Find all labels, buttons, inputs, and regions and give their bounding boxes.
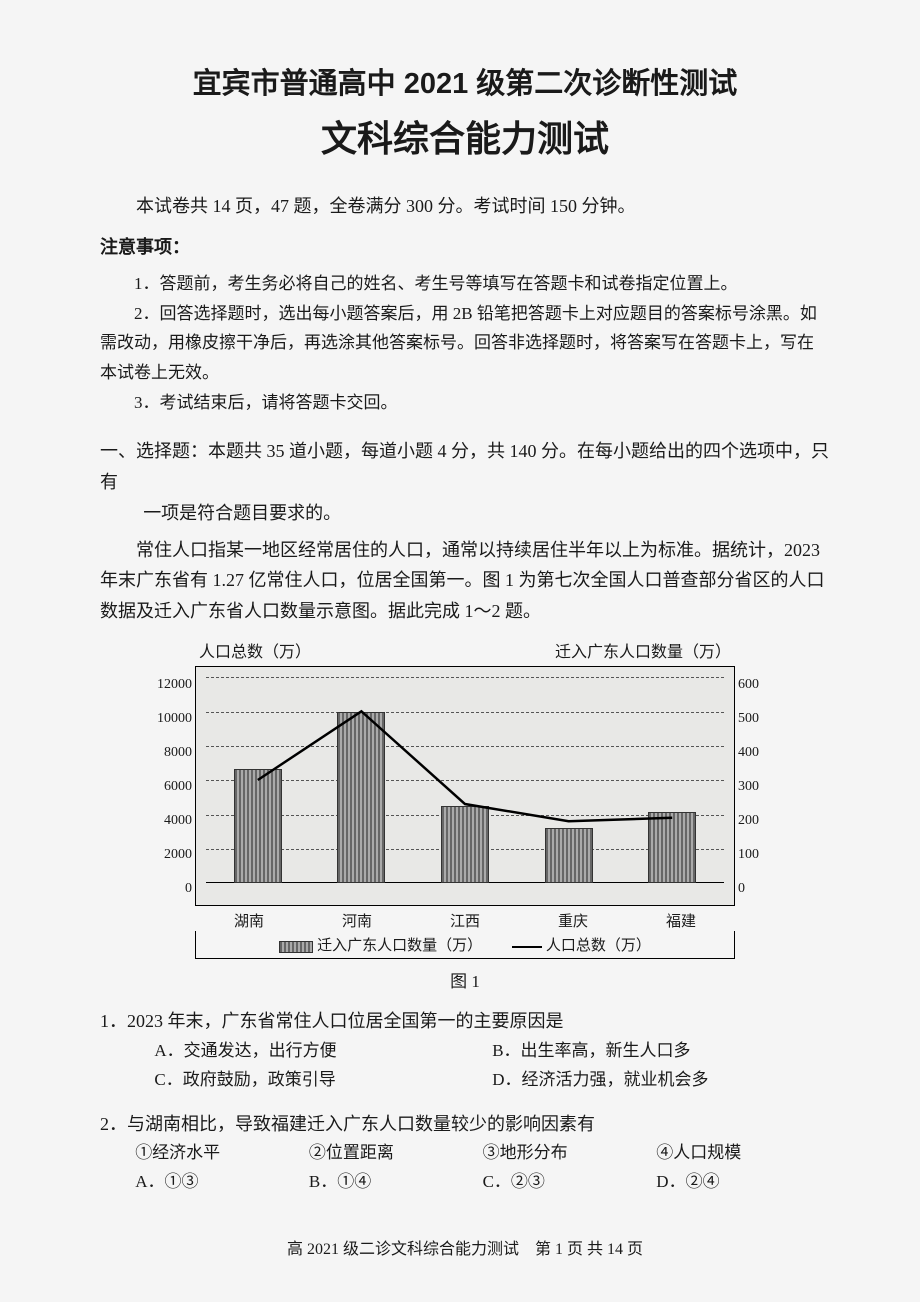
notice-title: 注意事项： <box>100 233 830 259</box>
q2-stem: 2．与湖南相比，导致福建迁入广东人口数量较少的影响因素有 <box>100 1109 830 1140</box>
y-left-title: 人口总数（万） <box>199 638 311 662</box>
chart-area: 120001000080006000400020000 600500400300… <box>195 666 735 906</box>
section-header-cont: 一项是符合题目要求的。 <box>100 499 830 525</box>
chart-figure-1: 人口总数（万） 迁入广东人口数量（万） 12000100008000600040… <box>195 638 735 992</box>
q1-opt-a: A．交通发达，出行方便 <box>154 1037 492 1066</box>
legend-bar-label: 迁入广东人口数量（万） <box>317 938 482 954</box>
q2-opt-d: D．②④ <box>656 1168 830 1197</box>
q1-stem: 1．2023 年末，广东省常住人口位居全国第一的主要原因是 <box>100 1006 830 1037</box>
y-right-ticks: 6005004003002001000 <box>738 677 774 897</box>
q2-opt-a: A．①③ <box>135 1168 309 1197</box>
q2-f4: ④人口规模 <box>656 1139 830 1168</box>
x-labels: 湖南河南江西重庆福建 <box>195 906 735 931</box>
section-header: 一、选择题：本题共 35 道小题，每道小题 4 分，共 140 分。在每小题给出… <box>100 436 830 499</box>
y-left-ticks: 120001000080006000400020000 <box>148 677 192 897</box>
q1-opt-d: D．经济活力强，就业机会多 <box>492 1066 830 1095</box>
legend-line-label: 人口总数（万） <box>546 938 651 954</box>
legend: 迁入广东人口数量（万） 人口总数（万） <box>195 931 735 959</box>
main-title-1: 宜宾市普通高中 2021 级第二次诊断性测试 <box>100 60 830 102</box>
plot-area <box>206 677 724 883</box>
notice-2: 2．回答选择题时，选出每小题答案后，用 2B 铅笔把答题卡上对应题目的答案标号涂… <box>100 299 830 388</box>
main-title-2: 文科综合能力测试 <box>100 110 830 162</box>
q2-options: A．①③ B．①④ C．②③ D．②④ <box>100 1168 830 1197</box>
q2-f3: ③地形分布 <box>483 1139 657 1168</box>
q2-opt-b: B．①④ <box>309 1168 483 1197</box>
q2-f1: ①经济水平 <box>135 1139 309 1168</box>
legend-line-swatch <box>512 946 542 948</box>
page-footer: 高 2021 级二诊文科综合能力测试 第 1 页 共 14 页 <box>100 1235 830 1259</box>
figure-caption: 图 1 <box>195 967 735 992</box>
q1-options: A．交通发达，出行方便 B．出生率高，新生人口多 C．政府鼓励，政策引导 D．经… <box>100 1037 830 1095</box>
passage: 常住人口指某一地区经常居住的人口，通常以持续居住半年以上为标准。据统计，2023… <box>100 535 830 627</box>
y-right-title: 迁入广东人口数量（万） <box>555 638 731 662</box>
line-series <box>206 677 724 883</box>
q2-factors: ①经济水平 ②位置距离 ③地形分布 ④人口规模 <box>100 1139 830 1168</box>
notice-1: 1．答题前，考生务必将自己的姓名、考生号等填写在答题卡和试卷指定位置上。 <box>100 269 830 299</box>
q2-opt-c: C．②③ <box>483 1168 657 1197</box>
q2-f2: ②位置距离 <box>309 1139 483 1168</box>
intro-line: 本试卷共 14 页，47 题，全卷满分 300 分。考试时间 150 分钟。 <box>100 192 830 221</box>
q1-opt-b: B．出生率高，新生人口多 <box>492 1037 830 1066</box>
q1-opt-c: C．政府鼓励，政策引导 <box>154 1066 492 1095</box>
legend-bar-swatch <box>279 941 313 953</box>
notice-3: 3．考试结束后，请将答题卡交回。 <box>100 388 830 418</box>
